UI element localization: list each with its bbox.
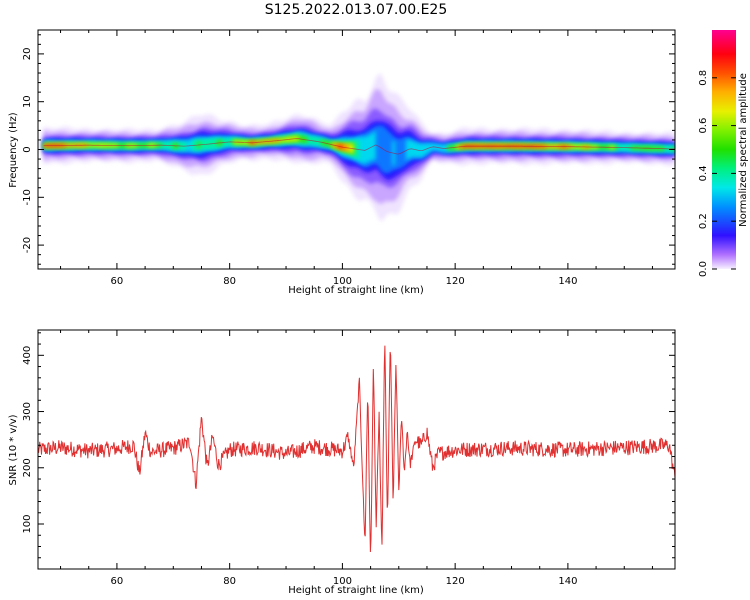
spectrogram-ticks: 60 80 100 120 140 -20 -10 0 10 20 — [22, 30, 675, 287]
spectrogram-ytick-label: -20 — [22, 237, 33, 253]
figure-title: S125.2022.013.07.00.E25 — [265, 2, 448, 18]
snr-ytick-label: 200 — [22, 458, 33, 477]
spectrogram-ytick-label: 0 — [22, 146, 33, 152]
colorbar-tick-label: 0.0 — [698, 261, 709, 277]
spectrogram-xtick-label: 80 — [223, 276, 236, 287]
colorbar-tick-label: 0.8 — [698, 70, 709, 86]
spectrogram-xtick-label: 140 — [558, 276, 577, 287]
snr-series-line — [38, 345, 675, 553]
spectral-amplitude-field — [43, 73, 675, 222]
colorbar: 0.0 0.2 0.4 0.6 0.8 Normalized spectral ampl… — [698, 30, 749, 277]
spectrogram-ridge-line — [43, 138, 675, 155]
spectrogram-xtick-label: 60 — [111, 276, 124, 287]
spectrogram-xtick-label: 100 — [333, 276, 352, 287]
snr-ticks: 60 80 100 120 140 100 200 300 400 — [22, 330, 675, 587]
snr-xtick-label: 60 — [111, 576, 124, 587]
colorbar-tick-label: 0.2 — [698, 213, 709, 229]
snr-xtick-label: 140 — [558, 576, 577, 587]
spectrogram-xlabel: Height of straight line (km) — [288, 285, 424, 296]
spectrogram-ytick-label: 10 — [22, 95, 33, 108]
colorbar-ticks: 0.0 0.2 0.4 0.6 0.8 — [698, 70, 736, 277]
snr-ytick-label: 300 — [22, 402, 33, 421]
colorbar-tick-label: 0.6 — [698, 118, 709, 134]
spectrogram-ytick-label: -10 — [22, 189, 33, 205]
snr-xtick-label: 120 — [446, 576, 465, 587]
colorbar-label: Normalized spectral amplitude — [738, 73, 749, 227]
snr-xtick-label: 100 — [333, 576, 352, 587]
snr-xlabel: Height of straight line (km) — [288, 585, 424, 596]
snr-frame — [37, 329, 676, 570]
snr-xtick-label: 80 — [223, 576, 236, 587]
snr-panel: 60 80 100 120 140 100 200 300 400 Height of stra… — [8, 329, 676, 596]
snr-ytick-label: 400 — [22, 346, 33, 365]
snr-ytick-label: 100 — [22, 514, 33, 533]
colorbar-tick-label: 0.4 — [698, 165, 709, 181]
spectrogram-xtick-label: 120 — [446, 276, 465, 287]
spectrogram-ytick-label: 20 — [22, 48, 33, 61]
spectrogram-panel: 60 80 100 120 140 -20 -10 0 10 20 Height of strai… — [8, 29, 676, 296]
colorbar-gradient — [712, 30, 736, 269]
spectrogram-ylabel: Frequency (Hz) — [8, 112, 19, 188]
snr-ylabel: SNR (10 * v/v) — [8, 414, 19, 485]
